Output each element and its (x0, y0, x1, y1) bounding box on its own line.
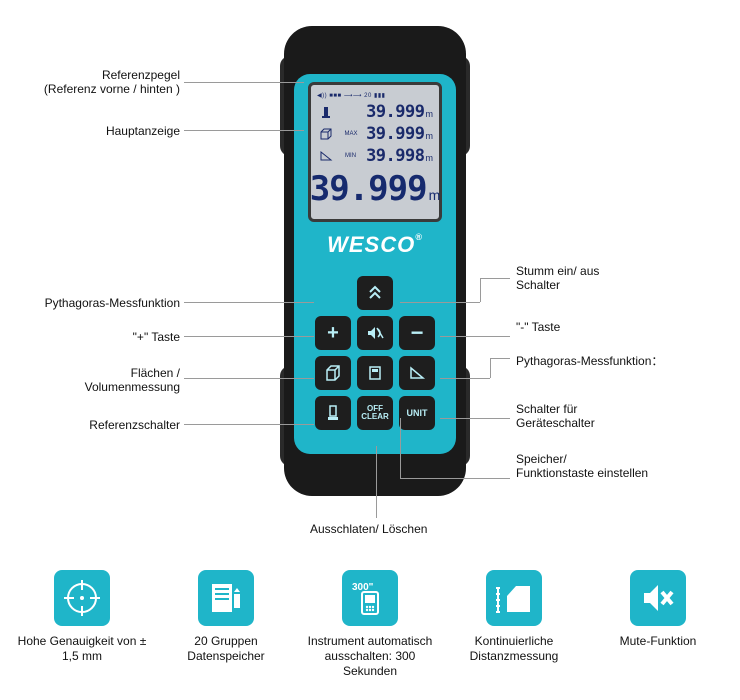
callout-label: Speicher/Funktionstaste einstellen (516, 452, 648, 480)
minus-icon: − (411, 320, 424, 346)
area-button[interactable] (315, 356, 351, 390)
memory-button[interactable] (357, 356, 393, 390)
minus-button[interactable]: − (399, 316, 435, 350)
lcd-unit: m (426, 109, 434, 119)
callout-line (440, 418, 510, 419)
callout-line (490, 358, 491, 378)
unit-button[interactable]: UNIT (399, 396, 435, 430)
callout-line (184, 302, 314, 303)
lcd-status-bar: ◀)) ■■■ ⟶⟶ 20 ▮▮▮ (317, 89, 433, 101)
unit-label: UNIT (407, 409, 428, 418)
triangle-icon (317, 149, 335, 163)
lcd-main: 39.999 m (317, 169, 433, 209)
lcd-value: 39.999 (366, 124, 424, 144)
callout-label: Schalter fürGeräteschalter (516, 402, 595, 430)
feature-item: Kontinuierliche Distanzmessung (449, 570, 579, 679)
lcd-unit: m (425, 153, 433, 163)
feature-row: Hohe Genauigkeit von ± 1,5 mm 20 Gruppen… (0, 570, 740, 679)
keypad: + − OFFCLEAR UNIT (314, 276, 436, 430)
lcd-unit: m (425, 131, 433, 141)
lcd-screen: ◀)) ■■■ ⟶⟶ 20 ▮▮▮ 39.999 m MAX 39.999 m (308, 82, 442, 222)
callout-label: "-" Taste (516, 320, 560, 334)
callout-line (184, 424, 314, 425)
reference-icon (317, 105, 335, 119)
pythagoras-button[interactable] (399, 356, 435, 390)
up-button[interactable] (357, 276, 393, 310)
lcd-main-unit: m (429, 187, 441, 203)
off-clear-label: OFFCLEAR (361, 405, 389, 421)
feature-item: 300" Instrument automatisch ausschalten:… (305, 570, 435, 679)
feature-label: Mute-Funktion (620, 634, 697, 649)
callout-line (400, 418, 401, 478)
callout-line (400, 478, 510, 479)
feature-label: Hohe Genauigkeit von ± 1,5 mm (17, 634, 147, 664)
brand-logo: WESCO® (284, 232, 466, 258)
feature-item: Hohe Genauigkeit von ± 1,5 mm (17, 570, 147, 679)
device: ◀)) ■■■ ⟶⟶ 20 ▮▮▮ 39.999 m MAX 39.999 m (284, 26, 466, 496)
target-icon (54, 570, 110, 626)
lcd-row: MAX 39.999 m (317, 123, 433, 145)
off-clear-button[interactable]: OFFCLEAR (357, 396, 393, 430)
lcd-label: MAX (345, 131, 357, 137)
feature-label: 20 Gruppen Datenspeicher (161, 634, 291, 664)
callout-label: Flächen /Volumenmessung (85, 366, 180, 394)
plus-icon: + (327, 322, 339, 345)
timer-icon: 300" (342, 570, 398, 626)
storage-icon (198, 570, 254, 626)
cube-icon (317, 127, 335, 141)
callout-line (480, 278, 481, 302)
house-icon (486, 570, 542, 626)
callout-label: "+" Taste (133, 330, 180, 344)
lcd-row: 39.999 m (317, 101, 433, 123)
callout-line (184, 82, 304, 83)
callout-line (480, 278, 510, 279)
callout-label: Pythagoras-Messfunktion： (516, 352, 663, 369)
callout-line (400, 302, 480, 303)
feature-item: 20 Gruppen Datenspeicher (161, 570, 291, 679)
callout-line (184, 378, 314, 379)
feature-item: Mute-Funktion (593, 570, 723, 679)
callout-label: Stumm ein/ ausSchalter (516, 264, 599, 292)
reference-button[interactable] (315, 396, 351, 430)
product-diagram: ◀)) ■■■ ⟶⟶ 20 ▮▮▮ 39.999 m MAX 39.999 m (0, 0, 740, 560)
lcd-value: 39.999 (366, 102, 424, 122)
mutefeat-icon (630, 570, 686, 626)
callout-label: Ausschlaten/ Löschen (310, 522, 427, 536)
callout-line (376, 446, 377, 518)
mute-button[interactable] (357, 316, 393, 350)
lcd-row: MIN 39.998 m (317, 145, 433, 167)
callout-line (490, 358, 510, 359)
callout-line (440, 336, 510, 337)
callout-label: Pythagoras-Messfunktion (45, 296, 180, 310)
lcd-label: MIN (345, 153, 357, 159)
lcd-value: 39.998 (366, 146, 424, 166)
callout-label: Hauptanzeige (106, 124, 180, 138)
callout-line (440, 378, 490, 379)
lcd-main-value: 39.999 (310, 169, 427, 209)
feature-label: Kontinuierliche Distanzmessung (449, 634, 579, 664)
callout-line (184, 130, 304, 131)
callout-line (184, 336, 314, 337)
plus-button[interactable]: + (315, 316, 351, 350)
feature-label: Instrument automatisch ausschalten: 300 … (305, 634, 435, 679)
callout-label: Referenzschalter (89, 418, 180, 432)
callout-label: Referenzpegel(Referenz vorne / hinten ) (44, 68, 180, 96)
